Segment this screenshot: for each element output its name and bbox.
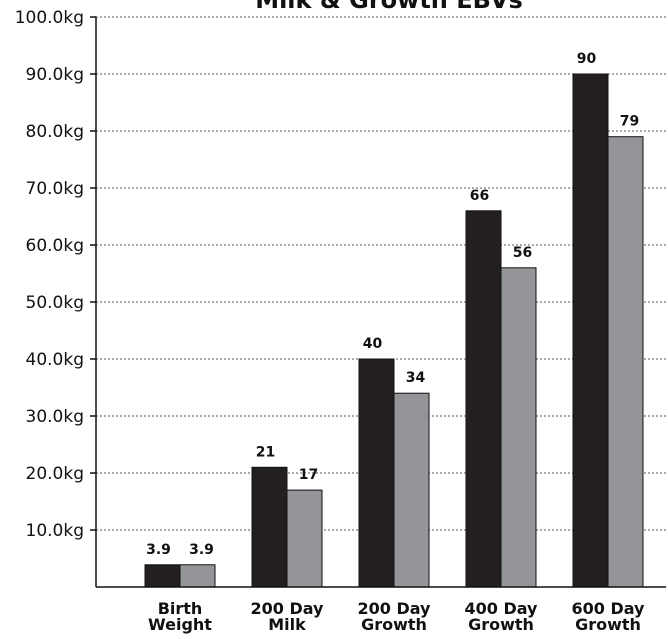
bar <box>179 564 216 588</box>
y-tick-label: 40.0kg <box>26 350 85 370</box>
x-tick-label: Weight <box>148 615 212 634</box>
bar <box>393 392 430 588</box>
y-tick-label: 50.0kg <box>26 293 85 313</box>
data-label: 79 <box>620 114 639 130</box>
bar <box>572 73 609 588</box>
bar <box>144 564 181 588</box>
x-tick-label: Growth <box>361 615 427 634</box>
y-tick-label: 90.0kg <box>26 65 85 85</box>
bar <box>500 267 537 588</box>
x-tick-label: Milk <box>268 615 306 634</box>
y-tick-label: 30.0kg <box>26 407 85 427</box>
y-tick-label: 100.0kg <box>15 8 84 28</box>
data-label: 90 <box>577 51 597 67</box>
chart-title: Milk & Growth EBVs <box>255 0 523 14</box>
bar <box>465 210 502 588</box>
x-tick-label: Birth <box>158 599 203 618</box>
bar <box>251 466 288 588</box>
x-tick-label: 200 Day <box>251 599 325 618</box>
bar <box>607 136 644 588</box>
bar <box>286 489 323 588</box>
x-tick-label: Growth <box>575 615 641 634</box>
data-label: 3.9 <box>189 542 214 558</box>
y-tick-label: 80.0kg <box>26 122 85 142</box>
data-label: 34 <box>406 370 426 386</box>
y-tick-label: 70.0kg <box>26 179 85 199</box>
data-label: 56 <box>513 245 532 261</box>
bar <box>358 358 395 588</box>
y-tick-label: 20.0kg <box>26 464 85 484</box>
axes <box>95 17 666 588</box>
x-tick-label: 400 Day <box>465 599 539 618</box>
data-label: 3.9 <box>146 542 171 558</box>
bars <box>144 73 644 588</box>
y-tick-label: 60.0kg <box>26 236 85 256</box>
data-label: 17 <box>299 467 318 483</box>
x-tick-label: 200 Day <box>358 599 432 618</box>
x-tick-label: Growth <box>468 615 534 634</box>
data-label: 66 <box>470 188 489 204</box>
data-label: 21 <box>256 444 275 460</box>
data-label: 40 <box>363 336 383 352</box>
y-tick-labels: 10.0kg 20.0kg 30.0kg 40.0kg 50.0kg 60.0kg 70.0… <box>15 8 84 541</box>
y-tick-label: 10.0kg <box>26 521 85 541</box>
data-labels: 3.9 3.9 21 17 40 34 66 56 90 79 <box>146 51 639 558</box>
x-tick-label: 600 Day <box>572 599 646 618</box>
